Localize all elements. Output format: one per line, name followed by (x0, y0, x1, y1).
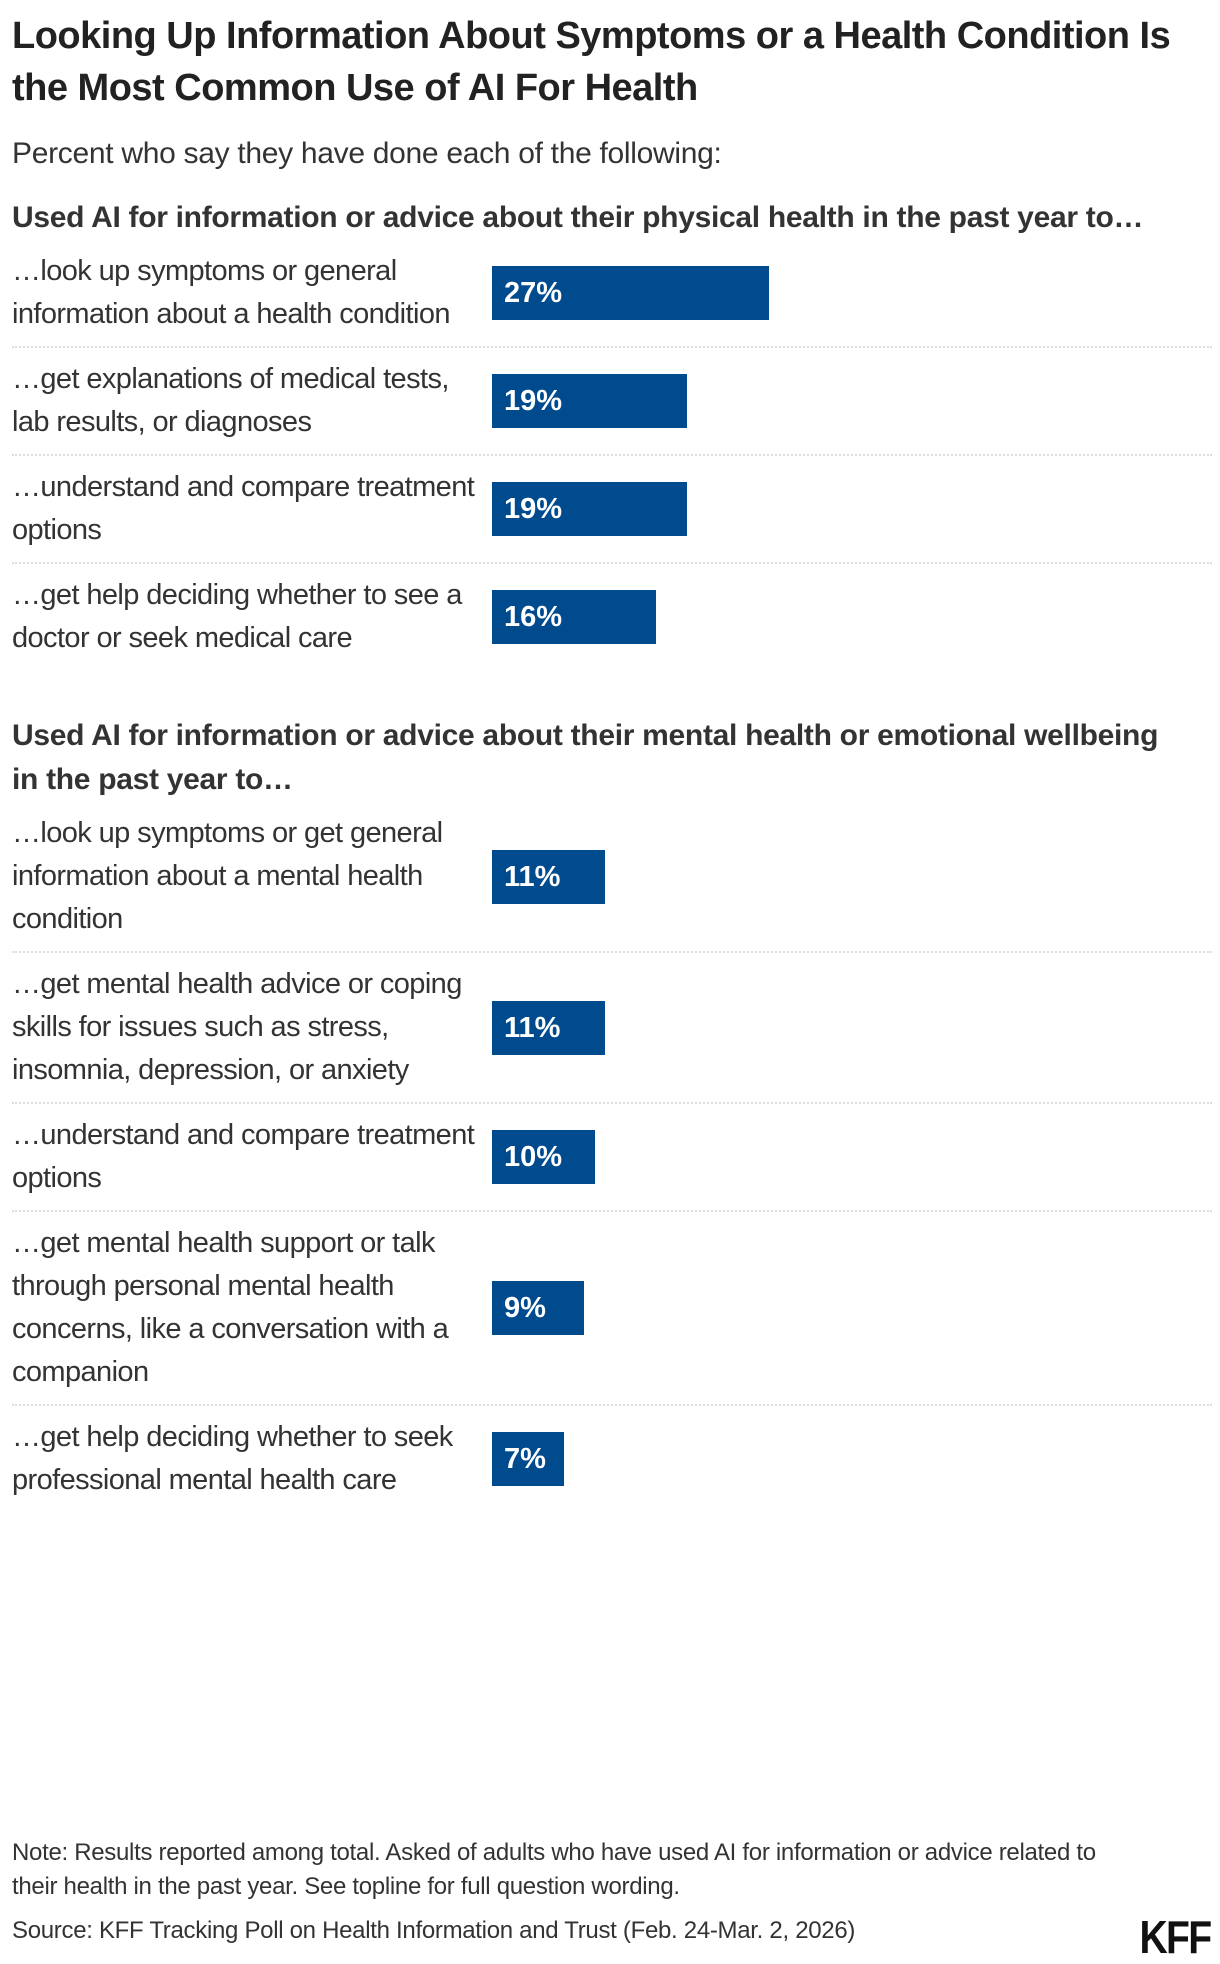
bar-track: 27% (492, 266, 1212, 320)
category-label: …get mental health advice or coping skil… (12, 968, 462, 1086)
chart-row: …get help deciding whether to see a doct… (12, 564, 1212, 670)
source-note: Source: KFF Tracking Poll on Health Info… (12, 1917, 856, 1944)
kff-logo: KFF (1139, 1911, 1212, 1963)
bar: 7% (492, 1432, 564, 1486)
category-label: …look up symptoms or get general informa… (12, 817, 443, 935)
section-heading: Used AI for information or advice about … (12, 719, 1159, 796)
bar: 16% (492, 590, 656, 644)
data-label: 19% (504, 493, 563, 525)
chart-row: …get explanations of medical tests, lab … (12, 348, 1212, 456)
category-label: …understand and compare treatment option… (12, 1119, 475, 1194)
bar-track: 19% (492, 374, 1212, 428)
data-label: 7% (504, 1443, 546, 1475)
chart-row: …understand and compare treatment option… (12, 456, 1212, 564)
data-label: 16% (504, 601, 563, 633)
bar: 10% (492, 1130, 595, 1184)
chart-subtitle: Percent who say they have done each of t… (12, 137, 722, 170)
footnote: Note: Results reported among total. Aske… (12, 1839, 1096, 1900)
chart-row: …get mental health support or talk throu… (12, 1212, 1212, 1406)
chart-row: …look up symptoms or general information… (12, 240, 1212, 348)
data-label: 19% (504, 385, 563, 417)
bar-track: 19% (492, 482, 1212, 536)
chart-section: Used AI for information or advice about … (12, 714, 1212, 1512)
category-label: …get explanations of medical tests, lab … (12, 363, 449, 438)
data-label: 11% (504, 860, 561, 893)
category-label: …get mental health support or talk throu… (12, 1227, 449, 1388)
bar-track: 16% (492, 590, 1212, 644)
data-label: 27% (504, 277, 563, 309)
bar: 27% (492, 266, 769, 320)
category-label: …look up symptoms or general information… (12, 255, 450, 330)
chart-section: Used AI for information or advice about … (12, 196, 1212, 670)
chart-title: Looking Up Information About Symptoms or… (12, 15, 1171, 109)
chart-row: …get help deciding whether to seek profe… (12, 1406, 1212, 1512)
category-label: …get help deciding whether to seek profe… (12, 1421, 453, 1496)
chart-row: …look up symptoms or get general informa… (12, 802, 1212, 953)
bar-chart: Used AI for information or advice about … (12, 196, 1212, 1556)
category-label: …get help deciding whether to see a doct… (12, 579, 462, 654)
data-label: 10% (504, 1141, 563, 1173)
bar-track: 11% (492, 1000, 1212, 1055)
chart-row: …get mental health advice or coping skil… (12, 953, 1212, 1104)
bar-track: 9% (492, 1281, 1212, 1335)
data-label: 11% (504, 1011, 561, 1044)
bar-track: 10% (492, 1130, 1212, 1184)
bar-track: 11% (492, 849, 1212, 904)
bar: 19% (492, 374, 687, 428)
bar: 9% (492, 1281, 585, 1335)
category-label: …understand and compare treatment option… (12, 471, 475, 546)
data-label: 9% (504, 1292, 546, 1324)
bar-track: 7% (492, 1432, 1212, 1486)
bar: 11% (492, 1000, 605, 1055)
bar: 11% (492, 849, 605, 904)
bar: 19% (492, 482, 687, 536)
chart-row: …understand and compare treatment option… (12, 1104, 1212, 1212)
section-heading: Used AI for information or advice about … (12, 201, 1144, 234)
